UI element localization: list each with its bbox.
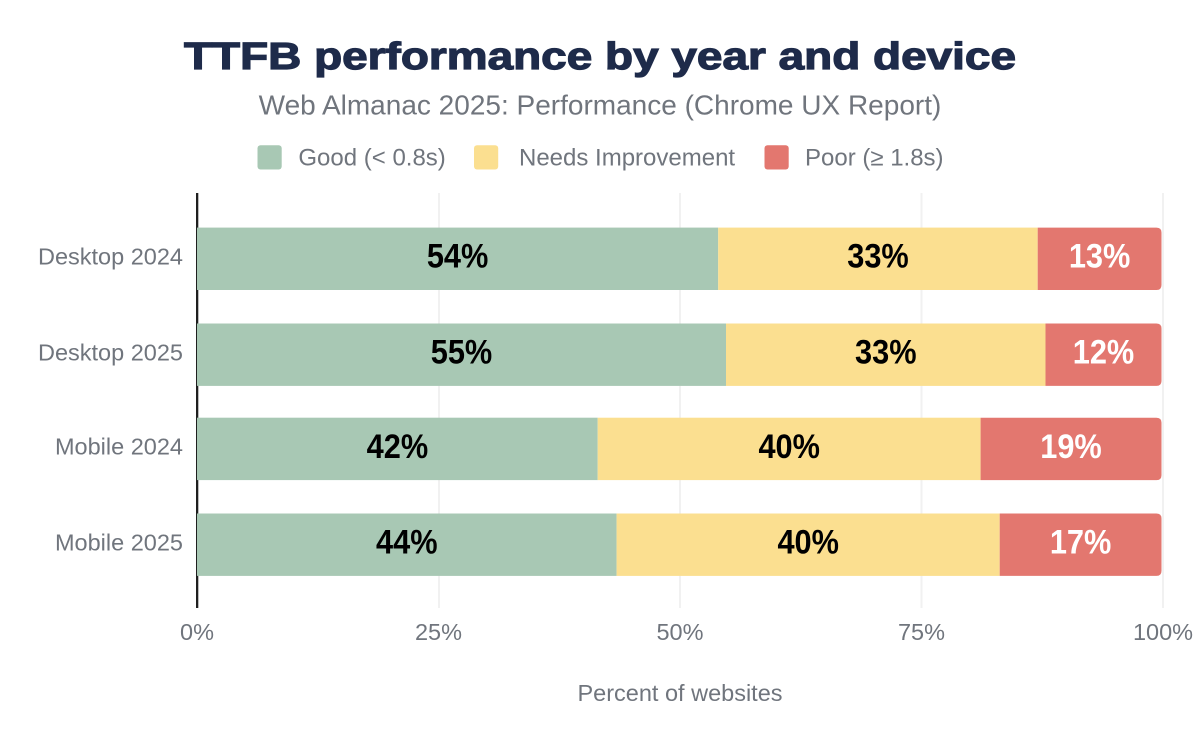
svg-text:Mobile 2025: Mobile 2025	[55, 529, 183, 555]
svg-text:Poor (≥ 1.8s): Poor (≥ 1.8s)	[805, 144, 944, 171]
svg-text:Percent of websites: Percent of websites	[577, 680, 782, 706]
svg-text:25%: 25%	[415, 619, 462, 645]
svg-text:Good (< 0.8s): Good (< 0.8s)	[298, 144, 445, 171]
svg-text:12%: 12%	[1073, 334, 1135, 372]
svg-text:55%: 55%	[431, 334, 493, 372]
svg-text:13%: 13%	[1069, 238, 1131, 276]
svg-text:42%: 42%	[367, 428, 429, 466]
svg-text:50%: 50%	[656, 619, 703, 645]
svg-text:Needs Improvement: Needs Improvement	[519, 144, 735, 171]
svg-text:Desktop 2024: Desktop 2024	[38, 244, 183, 270]
svg-text:19%: 19%	[1040, 428, 1102, 466]
svg-text:Web Almanac 2025: Performance: Web Almanac 2025: Performance (Chrome UX…	[259, 89, 942, 120]
svg-text:33%: 33%	[847, 238, 909, 276]
svg-text:100%: 100%	[1133, 619, 1193, 645]
svg-text:0%: 0%	[180, 619, 214, 645]
svg-text:54%: 54%	[427, 238, 489, 276]
svg-text:Desktop 2025: Desktop 2025	[38, 339, 183, 365]
svg-text:TTFB performance by year and d: TTFB performance by year and device	[184, 35, 1016, 78]
svg-text:33%: 33%	[855, 334, 917, 372]
svg-text:40%: 40%	[758, 428, 820, 466]
svg-text:44%: 44%	[376, 524, 438, 562]
svg-text:75%: 75%	[898, 619, 945, 645]
svg-text:40%: 40%	[777, 524, 839, 562]
svg-text:Mobile 2024: Mobile 2024	[55, 434, 183, 460]
svg-text:17%: 17%	[1050, 524, 1112, 562]
